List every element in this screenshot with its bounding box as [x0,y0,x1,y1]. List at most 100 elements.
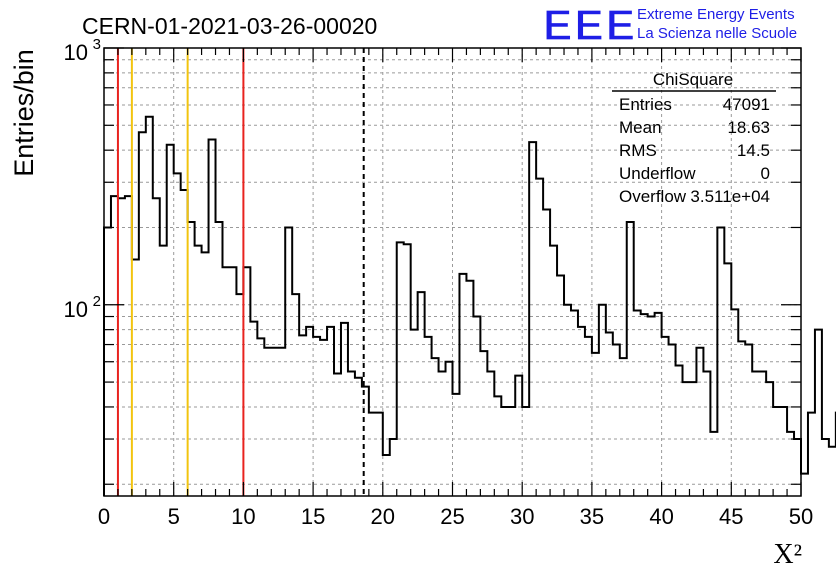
histogram-bin [355,378,362,496]
histogram-bin [703,371,710,496]
histogram-bin [285,227,292,496]
x-tick-label: 20 [371,504,395,529]
histogram-bin [606,332,613,496]
histogram-bin [146,117,153,496]
histogram-bin [111,196,118,496]
histogram-bin [522,407,529,496]
x-tick-label: 0 [98,504,110,529]
histogram-bin [815,330,822,496]
histogram-bin [752,371,759,496]
histogram-bin [564,305,571,496]
histogram-bin [348,371,355,496]
x-tick-label: 5 [168,504,180,529]
histogram-bin [557,276,564,496]
histogram-bin [397,242,404,496]
histogram-bin [459,274,466,496]
y-tick-exponent: 2 [93,293,101,310]
histogram-bin [139,132,146,496]
reference-lines [116,48,365,496]
histogram-bin [313,337,320,496]
histogram-bin [676,366,683,496]
histogram-bars [103,115,836,496]
logo-line-1: Extreme Energy Events [637,6,795,23]
histogram-bin [209,140,216,496]
stats-name: ChiSquare [653,70,733,89]
histogram-bin [494,396,501,496]
histogram-bin [390,439,397,496]
y-tick-label: 10 [64,297,88,322]
histogram-bin [689,382,696,496]
histogram-bin [299,335,306,496]
histogram-bin [222,267,229,496]
histogram-bin [174,173,181,496]
histogram-bin [662,337,669,496]
histogram-bin [160,246,167,496]
stats-label: Mean [619,118,662,137]
histogram-bin [369,413,376,496]
histogram-bin [773,407,780,496]
histogram-bin [320,340,327,496]
histogram-bin [425,337,432,496]
histogram-bin [717,227,724,496]
histogram-bin [432,358,439,496]
histogram-bin [216,222,223,496]
histogram-bin [543,209,550,496]
histogram-bin [550,246,557,496]
eee-logo: EEE [543,1,637,50]
histogram-bin [404,244,411,496]
x-tick-label: 35 [580,504,604,529]
histogram-bin [696,348,703,496]
histogram-bin [250,322,257,496]
histogram-bin [759,371,766,496]
histogram-bin [822,439,829,496]
histogram-bin [501,407,508,496]
histogram-bin [278,348,285,496]
histogram-bin [648,317,655,496]
stats-label: Entries [619,95,672,114]
histogram-bin [731,309,738,496]
stats-value: 3.511e+04 [690,187,770,206]
histogram-bin [738,341,745,496]
x-axis-label: X² [773,539,802,570]
y-tick-label: 10 [64,40,88,65]
histogram-bin [341,323,348,496]
stats-box: ChiSquare Entries 47091 Mean 18.63 RMS 14.5 Un… [612,70,776,206]
histogram-bin [794,439,801,496]
histogram-bin [578,327,585,496]
histogram-bin [202,252,209,496]
stats-value: 18.63 [727,118,770,137]
histogram-bin [529,142,536,496]
histogram-bin [236,294,243,496]
axes: 0 5 10 15 20 25 30 35 40 45 50 10 2 10 3 [64,36,814,529]
histogram-outline [103,115,836,496]
histogram-bin [508,407,515,496]
x-tick-label: 30 [510,504,534,529]
x-tick-label: 50 [789,504,813,529]
x-tick-label: 40 [649,504,673,529]
histogram-bin [125,196,132,496]
histogram-bin [153,198,160,496]
histogram-bin [487,371,494,496]
histogram-bin [264,348,271,496]
histogram-bin [801,474,808,496]
histogram-bin [808,413,815,496]
histogram-bin [683,382,690,496]
histogram-bin [641,314,648,496]
histogram-bin [599,305,606,496]
x-tick-label: 15 [301,504,325,529]
histogram-bin [446,362,453,496]
histogram-bin [243,267,250,496]
histogram-bin [181,190,188,496]
stats-label: RMS [619,141,657,160]
histogram-bin [780,407,787,496]
x-tick-label: 25 [440,504,464,529]
histogram-bin [376,413,383,496]
histogram-bin [188,222,195,496]
histogram-bin [669,345,676,496]
histogram-bin [592,353,599,496]
histogram-bin [620,358,627,496]
y-axis-label: Entries/bin [9,49,39,177]
histogram-bin [473,317,480,496]
stats-value: 14.5 [737,141,770,160]
